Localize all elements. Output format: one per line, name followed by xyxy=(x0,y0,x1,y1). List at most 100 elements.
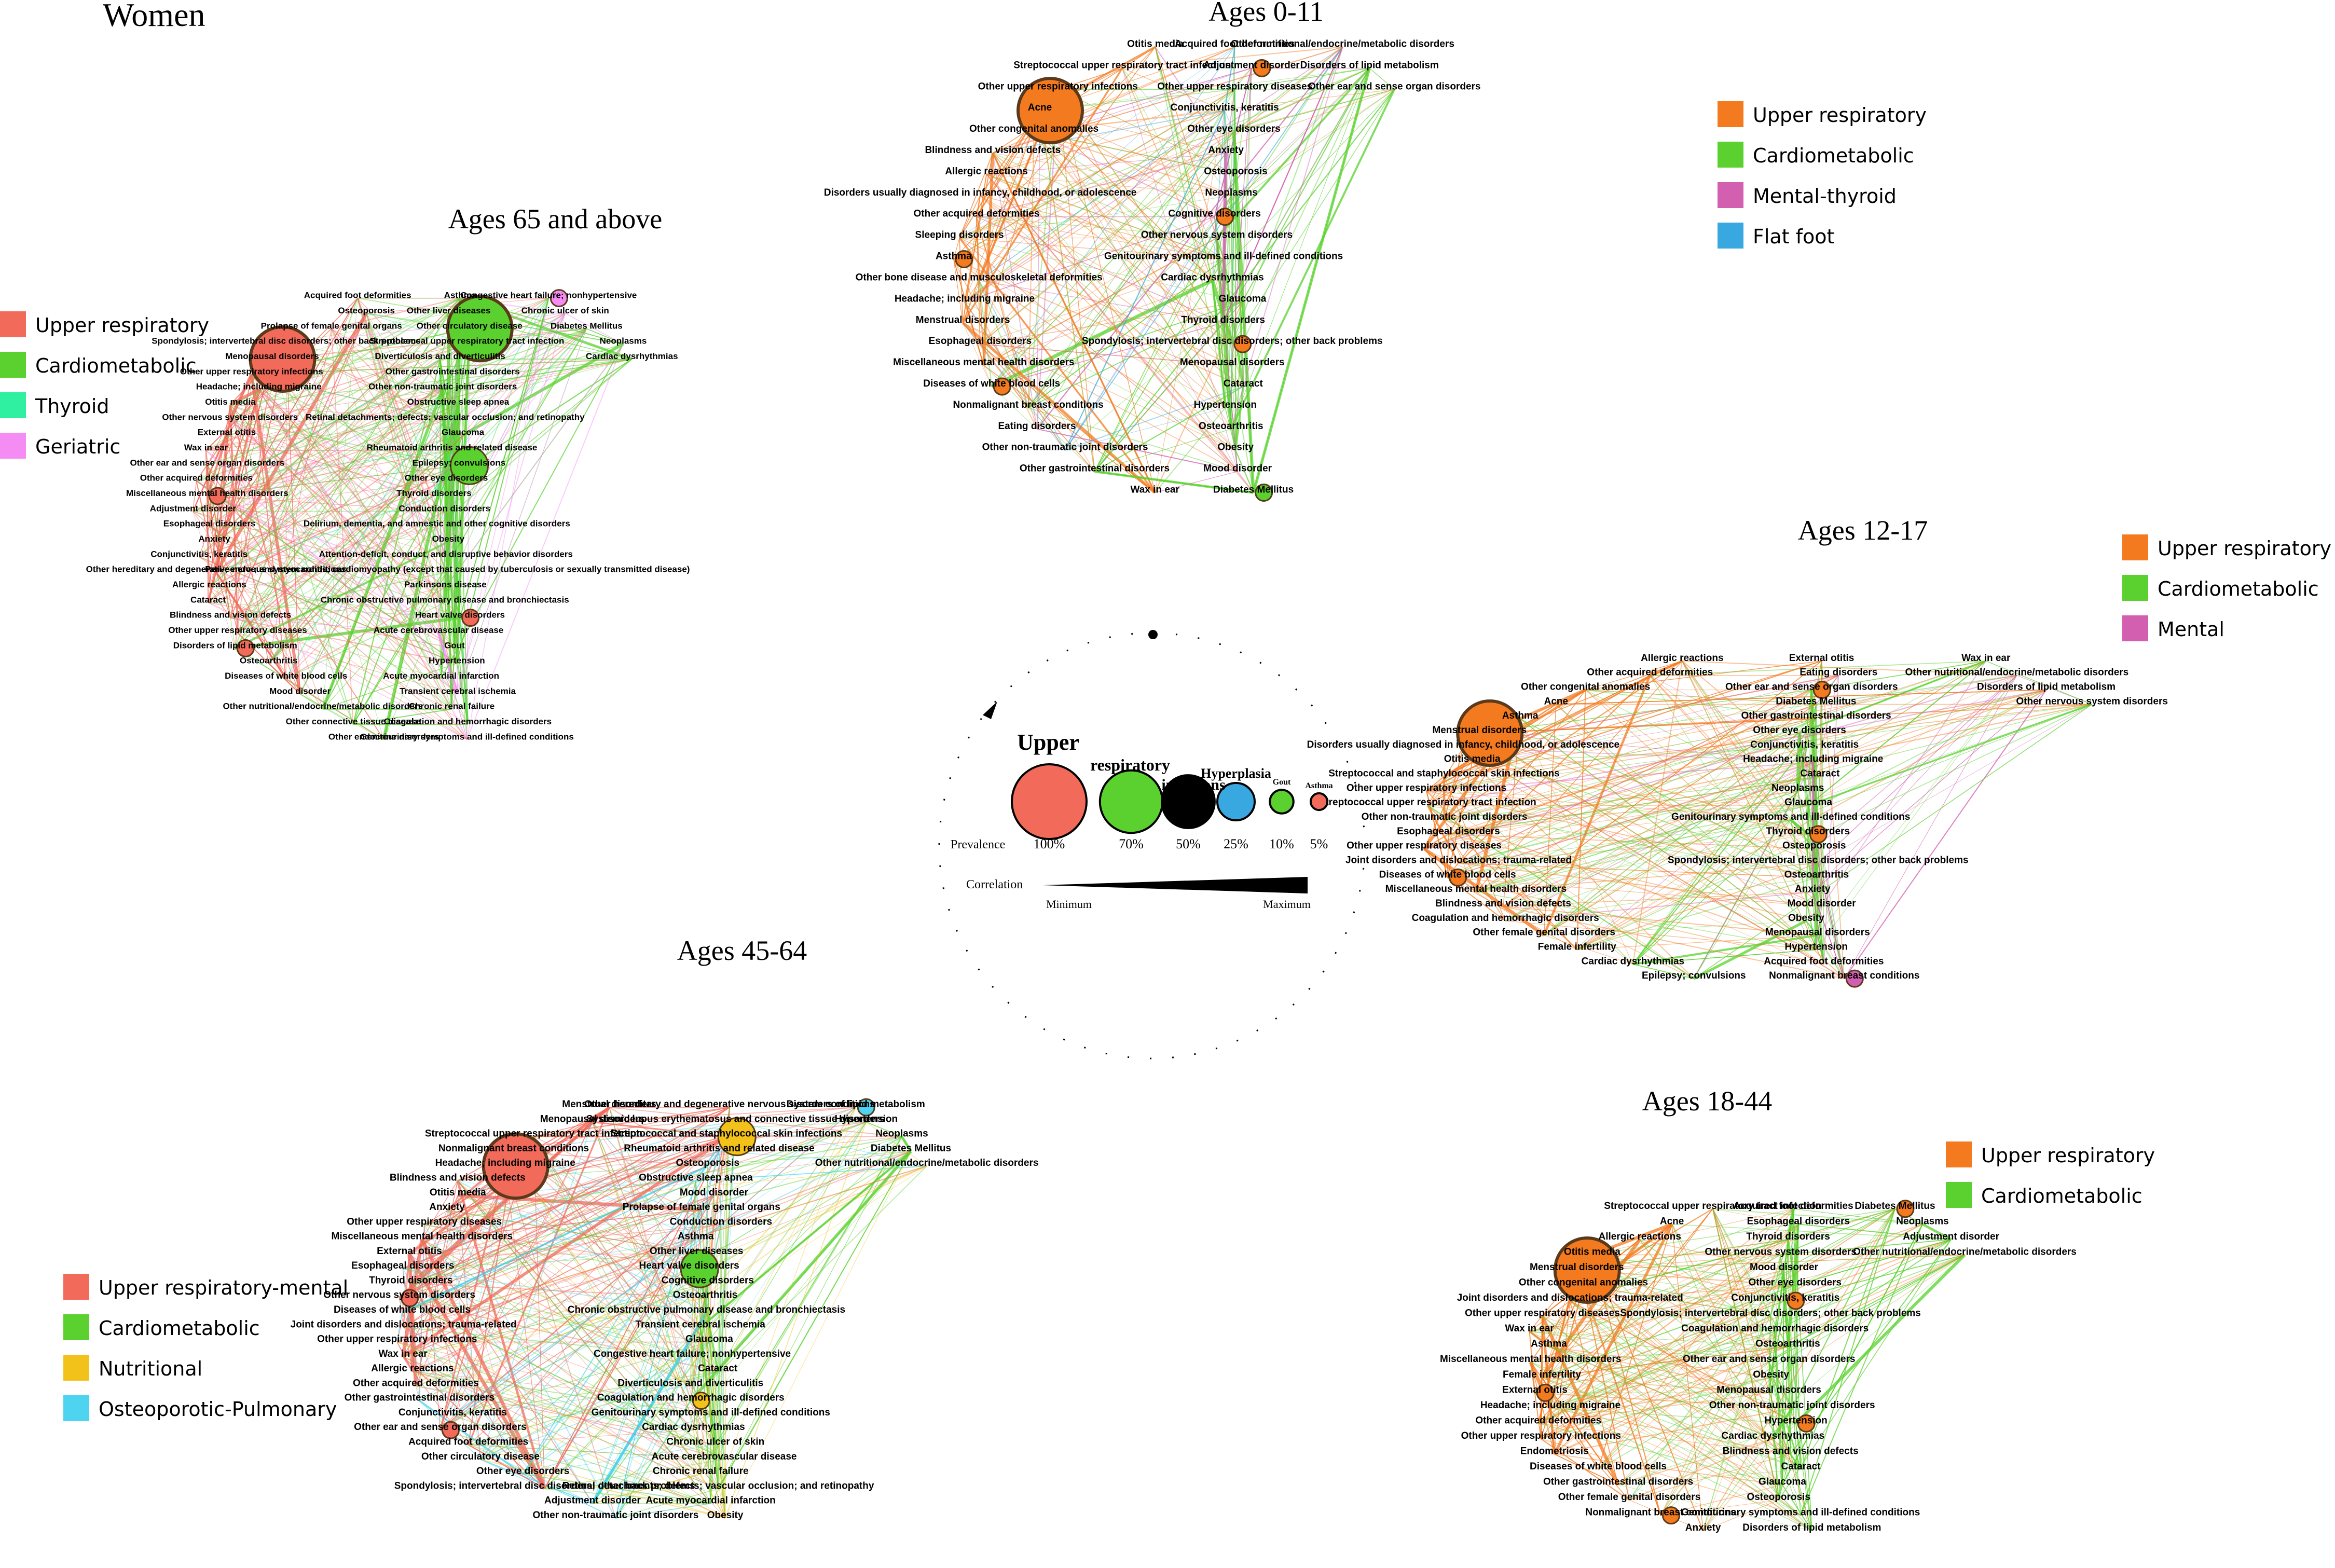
edge xyxy=(1230,89,1395,430)
node-label: Streptococcal upper respiratory tract in… xyxy=(1319,797,1536,808)
edge xyxy=(964,110,1225,302)
edge xyxy=(357,298,461,618)
edge xyxy=(1783,1270,1801,1516)
edge xyxy=(1632,790,1798,965)
edge xyxy=(986,174,1213,281)
edge xyxy=(592,1122,726,1519)
edge xyxy=(468,1445,724,1460)
edge xyxy=(1155,47,1224,259)
edge xyxy=(1576,690,1586,950)
edge xyxy=(235,374,252,649)
edge xyxy=(959,237,1233,366)
edge xyxy=(1576,1270,1801,1470)
legend-label: Upper respiratory xyxy=(35,314,209,337)
node-label: Acne xyxy=(1544,696,1568,707)
edge xyxy=(901,1136,912,1152)
edge xyxy=(699,1150,912,1328)
edge xyxy=(1503,661,1822,907)
edge xyxy=(1448,790,1798,835)
edge xyxy=(991,131,1234,387)
edge xyxy=(216,480,447,573)
edge xyxy=(196,480,458,694)
node-label: Other nutritional/endocrine/metabolic di… xyxy=(1905,667,2129,678)
edge xyxy=(403,1297,706,1357)
node-label: Disorders of lipid metabolism xyxy=(787,1099,925,1110)
node-label: Osteoarthritis xyxy=(673,1290,738,1301)
edge xyxy=(1650,675,1814,763)
edge xyxy=(1821,661,1986,907)
edge xyxy=(615,1356,693,1519)
edge xyxy=(699,1327,719,1489)
edge xyxy=(299,693,353,725)
edge xyxy=(229,419,446,588)
edge xyxy=(438,420,446,634)
edge xyxy=(199,556,468,740)
edge xyxy=(412,1371,724,1460)
node-label: Prolapse of female genital organs xyxy=(261,321,402,331)
prevalence-label: Prevalence xyxy=(951,838,1005,851)
edge xyxy=(229,419,439,634)
node-label: Menopausal disorders xyxy=(540,1113,645,1124)
edge xyxy=(1569,1300,1619,1485)
legend-swatch xyxy=(2122,534,2148,560)
edge xyxy=(258,389,437,527)
edge xyxy=(1230,47,1343,430)
node-label: Glaucoma xyxy=(1784,797,1832,808)
edge xyxy=(1426,718,1817,791)
edge xyxy=(1817,935,1824,965)
edge xyxy=(1570,1300,1796,1424)
node-label: Other upper respiratory infections xyxy=(1461,1431,1621,1441)
legend-label: Cardiometabolic xyxy=(2158,577,2319,600)
edge xyxy=(1155,47,1213,281)
edge xyxy=(442,389,452,709)
edge xyxy=(1844,689,2047,979)
edge xyxy=(396,1150,911,1343)
node-label: Spondylosis; intervertebral disc disorde… xyxy=(152,336,421,346)
node-circle xyxy=(1787,1291,1805,1310)
edge xyxy=(226,435,323,709)
edge xyxy=(205,389,443,451)
edge xyxy=(979,280,1224,324)
edge xyxy=(1065,386,1244,451)
edge xyxy=(1479,718,1817,734)
edge xyxy=(322,663,457,710)
edge xyxy=(1235,301,1243,450)
edge xyxy=(235,435,463,649)
edge xyxy=(1632,934,1818,966)
edge xyxy=(1550,1346,1788,1409)
edge xyxy=(1447,805,1809,878)
edge xyxy=(1242,67,1370,302)
edge xyxy=(439,359,460,466)
edge xyxy=(533,1136,711,1416)
edge xyxy=(1790,819,1815,849)
edge xyxy=(1712,1208,1812,1531)
edge xyxy=(1591,1254,1793,1409)
edge xyxy=(962,67,1123,324)
node-label: Menstrual disorders xyxy=(916,314,1010,325)
edge xyxy=(403,1327,719,1490)
node-label: Blindness and vision defects xyxy=(390,1173,526,1184)
edge xyxy=(959,131,1234,239)
minimum-label: Minimum xyxy=(1046,898,1092,911)
edge xyxy=(980,259,1224,345)
edge xyxy=(1554,1407,1792,1455)
edge xyxy=(196,328,470,482)
edge xyxy=(1544,920,1806,936)
edge xyxy=(1650,675,1815,849)
edge xyxy=(1479,733,1814,763)
edge xyxy=(457,1180,719,1489)
edge xyxy=(701,1107,856,1211)
edge xyxy=(1577,934,1818,951)
edge xyxy=(1780,1239,1952,1256)
edge xyxy=(1476,834,1808,892)
node-label: Thyroid disorders xyxy=(1181,314,1265,325)
edge xyxy=(299,420,446,694)
edge xyxy=(399,1298,709,1343)
edge xyxy=(1216,238,1224,259)
edge xyxy=(437,632,459,695)
edge xyxy=(196,480,446,557)
edge xyxy=(452,1224,721,1416)
edge xyxy=(258,389,448,573)
edge xyxy=(1057,89,1233,345)
